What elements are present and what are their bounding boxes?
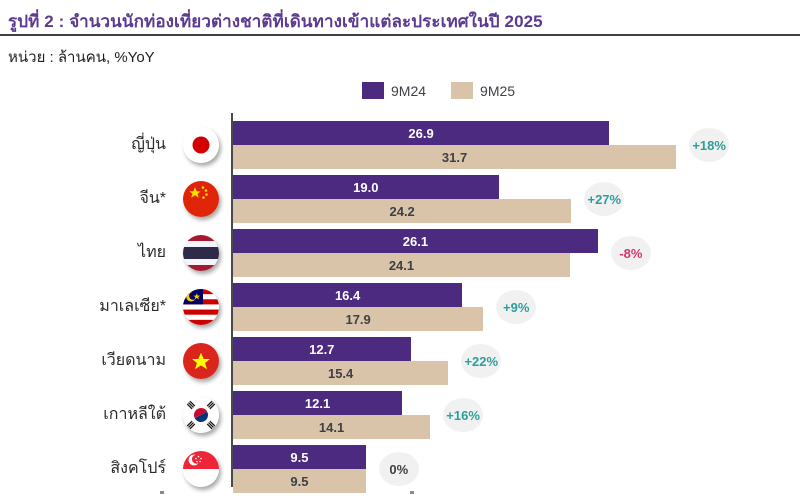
- legend-label-9m25: 9M25: [480, 82, 516, 99]
- chart-row: จีน* 19.0 24.2 +27%: [0, 175, 800, 223]
- chart-rows: ญี่ปุ่น 26.9 31.7 +18% จีน* 19.0 24.2: [0, 121, 800, 496]
- yoy-value: -8%: [619, 245, 643, 261]
- bar-9m24: 19.0: [233, 175, 499, 199]
- bar-group: 16.4 17.9 +9%: [232, 283, 800, 331]
- flag-wrap: [170, 337, 232, 385]
- flag-wrap: [170, 175, 232, 223]
- country-label: ญี่ปุ่น: [131, 136, 166, 153]
- bar-value-9m25: 24.2: [389, 203, 415, 219]
- bar-value-9m25: 9.5: [290, 473, 309, 489]
- chart-row: ไทย 26.1 24.1 -8%: [0, 229, 800, 277]
- country-label: เกาหลีใต้: [103, 406, 166, 423]
- bar-value-9m24: 26.9: [408, 125, 434, 141]
- bar-value-9m24: 26.1: [402, 233, 429, 249]
- bar-value-9m25: 31.7: [441, 149, 468, 165]
- flag-wrap: [170, 283, 232, 331]
- bar-9m24: 16.4: [233, 283, 463, 307]
- flag-wrap: [170, 391, 232, 439]
- bar-9m25: 15.4: [233, 361, 449, 385]
- country-label: จีน*: [139, 190, 166, 207]
- bar-group: 26.9 31.7 +18%: [232, 121, 800, 169]
- bar-9m25: 24.1: [233, 253, 570, 277]
- yoy-value: +22%: [464, 353, 499, 369]
- flag-south-korea-icon: [183, 397, 219, 433]
- bar-9m24: 9.5: [233, 445, 366, 469]
- bar-value-9m25: 24.1: [388, 257, 415, 273]
- flag-singapore-icon: [183, 451, 219, 487]
- flag-wrap: [170, 121, 232, 169]
- chart-row: เกาหลีใต้ 12.1 14.1 +16%: [0, 391, 800, 439]
- title-underline: [0, 34, 800, 36]
- bar-9m25: 17.9: [233, 307, 484, 331]
- bar-value-9m24: 12.1: [304, 395, 331, 411]
- bar-value-9m25: 14.1: [318, 419, 345, 435]
- chart-row: ญี่ปุ่น 26.9 31.7 +18%: [0, 121, 800, 169]
- country-label: สิงคโปร์: [110, 460, 166, 477]
- legend-swatch-9m25: [451, 82, 474, 99]
- yoy-value: +27%: [587, 191, 622, 207]
- flag-malaysia-icon: [183, 289, 219, 325]
- chart-legend: 9M24 9M25: [362, 82, 533, 99]
- flag-vietnam-icon: [183, 343, 219, 379]
- yoy-value: +16%: [446, 407, 480, 423]
- bar-9m25: 9.5: [233, 469, 366, 493]
- bar-9m25: 14.1: [233, 415, 431, 439]
- country-label: เวียดนาม: [101, 352, 166, 369]
- bar-9m24: 12.7: [233, 337, 411, 361]
- legend-label-9m24: 9M24: [391, 82, 427, 99]
- bar-9m25: 24.2: [233, 199, 572, 223]
- country-label: ไทย: [138, 244, 166, 261]
- yoy-badge: -8%: [610, 236, 651, 270]
- flag-wrap: [170, 445, 232, 493]
- legend-swatch-9m24: [362, 82, 384, 99]
- bar-value-9m24: 16.4: [334, 287, 361, 303]
- yoy-badge: +9%: [496, 290, 537, 324]
- yoy-badge: +22%: [461, 344, 502, 378]
- clipped-footnote-mark: [410, 491, 414, 494]
- bar-9m24: 12.1: [233, 391, 403, 415]
- chart-row: มาเลเซีย* 16.4 17.9 +9%: [0, 283, 800, 331]
- clipped-footnote-mark: [160, 491, 164, 494]
- bar-group: 12.7 15.4 +22%: [232, 337, 800, 385]
- flag-japan-icon: [183, 127, 219, 163]
- figure-title: รูปที่ 2 : จำนวนนักท่องเที่ยวต่างชาติที่…: [8, 12, 543, 31]
- yoy-badge: +16%: [443, 398, 484, 432]
- bar-value-9m25: 17.9: [345, 311, 371, 327]
- chart-row: เวียดนาม 12.7 15.4 +22%: [0, 337, 800, 385]
- yoy-badge: +27%: [584, 182, 625, 216]
- bar-value-9m24: 12.7: [309, 341, 335, 357]
- bar-value-9m25: 15.4: [327, 365, 354, 381]
- chart-row: สิงคโปร์ 9.5 9.5 0%: [0, 445, 800, 493]
- y-axis-line: [231, 113, 233, 487]
- yoy-value: +18%: [692, 137, 726, 153]
- country-label: มาเลเซีย*: [99, 298, 166, 315]
- flag-wrap: [170, 229, 232, 277]
- flag-thailand-icon: [183, 235, 219, 271]
- bar-9m24: 26.1: [233, 229, 598, 253]
- bar-value-9m24: 19.0: [353, 179, 379, 195]
- yoy-badge: +18%: [689, 128, 730, 162]
- bar-9m24: 26.9: [233, 121, 610, 145]
- yoy-value: 0%: [389, 461, 409, 477]
- flag-china-icon: [183, 181, 219, 217]
- bar-group: 26.1 24.1 -8%: [232, 229, 800, 277]
- yoy-badge: 0%: [378, 452, 419, 486]
- bar-9m25: 31.7: [233, 145, 677, 169]
- yoy-value: +9%: [503, 299, 530, 315]
- bar-group: 9.5 9.5 0%: [232, 445, 800, 493]
- bar-group: 19.0 24.2 +27%: [232, 175, 800, 223]
- bar-group: 12.1 14.1 +16%: [232, 391, 800, 439]
- unit-label: หน่วย : ล้านคน, %YoY: [8, 49, 155, 66]
- bar-value-9m24: 9.5: [290, 449, 309, 465]
